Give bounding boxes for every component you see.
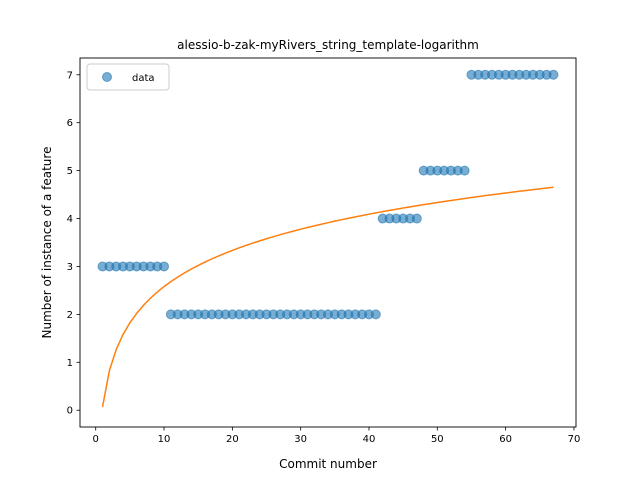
x-tick-label: 0 [93,434,99,445]
x-tick-label: 30 [294,434,307,445]
data-point [459,165,470,176]
y-tick-label: 0 [67,406,73,417]
x-tick-label: 70 [568,434,581,445]
plot-marks [97,69,559,408]
y-tick-label: 4 [67,214,73,225]
x-axis-label: Commit number [279,457,377,471]
x-tick-label: 40 [363,434,376,445]
x-axis-ticks: 0 10 20 30 40 50 60 70 [93,427,581,445]
y-tick-label: 5 [67,166,73,177]
legend-marker [102,72,112,82]
data-point [159,261,170,272]
y-tick-label: 6 [67,118,73,129]
y-tick-label: 3 [67,262,73,273]
y-axis-label: Number of instance of a feature [40,147,54,339]
data-point [370,309,381,320]
legend-label-data: data [132,73,155,84]
data-point [411,213,422,224]
x-tick-label: 20 [226,434,239,445]
y-tick-label: 2 [67,310,73,321]
legend-box [86,63,170,91]
legend: data [86,63,170,91]
x-tick-label: 50 [431,434,444,445]
fit-line [101,186,554,408]
x-tick-label: 10 [158,434,171,445]
plot-frame [79,57,577,428]
data-point [548,69,559,80]
y-tick-label: 1 [67,358,73,369]
y-axis-ticks: 0 1 2 3 4 5 6 7 [67,70,80,417]
chart-title: alessio-b-zak-myRivers_string_template-l… [177,38,479,52]
y-tick-label: 7 [67,70,73,81]
x-tick-label: 60 [499,434,512,445]
